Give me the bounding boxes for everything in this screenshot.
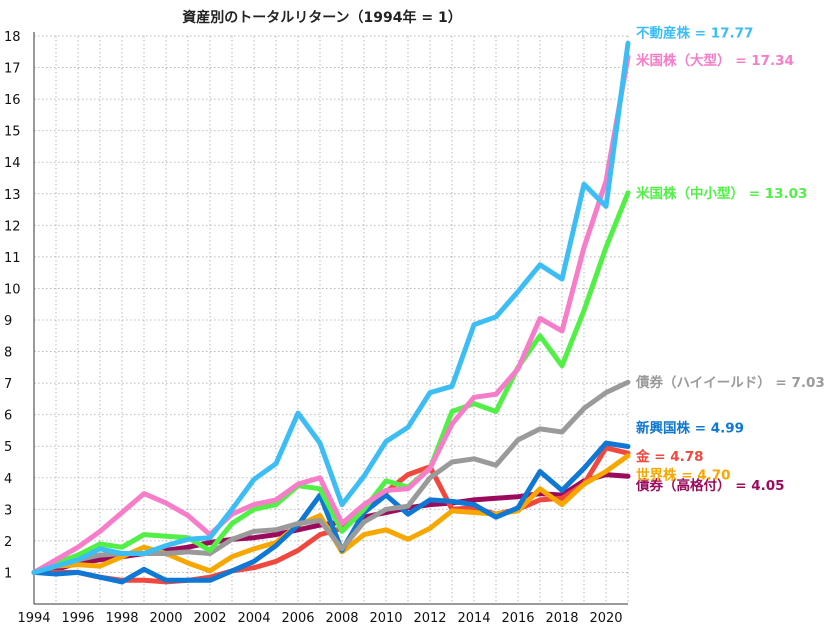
series-end-label: 新興国株 = 4.99	[636, 420, 744, 437]
x-tick-label: 2000	[149, 611, 182, 626]
x-tick-label: 1994	[17, 611, 50, 626]
x-tick-label: 2004	[237, 611, 270, 626]
y-tick-label: 13	[4, 188, 21, 203]
series-end-label: 債券（ハイイールド） = 7.03	[635, 374, 825, 391]
x-tick-label: 2008	[325, 611, 358, 626]
y-tick-label: 1	[4, 566, 12, 581]
series-lines	[31, 40, 631, 585]
y-tick-label: 5	[4, 440, 12, 455]
x-tick-label: 2012	[413, 611, 446, 626]
x-tick-label: 2016	[501, 611, 534, 626]
series-line	[31, 190, 631, 575]
x-tick-label: 2006	[281, 611, 314, 626]
x-tick-label: 1998	[105, 611, 138, 626]
y-tick-label: 3	[4, 503, 12, 518]
y-tick-label: 18	[4, 30, 21, 45]
y-tick-label: 17	[4, 62, 21, 77]
y-tick-label: 9	[4, 314, 12, 329]
y-tick-label: 10	[4, 282, 21, 297]
x-tick-label: 2020	[589, 611, 622, 626]
x-tick-label: 2010	[369, 611, 402, 626]
y-tick-label: 7	[4, 377, 12, 392]
series-end-label: 債券（高格付） = 4.05	[635, 477, 785, 494]
x-tick-label: 2002	[193, 611, 226, 626]
chart-title: 資産別のトータルリターン（1994年 = 1）	[182, 9, 461, 26]
series-end-label: 米国株（大型） = 17.34	[636, 52, 794, 69]
series-end-label: 金 = 4.78	[635, 448, 704, 465]
y-tick-label: 15	[4, 125, 21, 140]
y-tick-label: 4	[4, 472, 12, 487]
series-line	[31, 440, 631, 585]
series-end-label: 世界株 = 4.70	[636, 467, 731, 484]
x-tick-label: 2014	[457, 611, 490, 626]
y-tick-label: 6	[4, 409, 12, 424]
y-tick-label: 16	[4, 93, 21, 108]
end-labels: 債券（高格付） = 4.05 金 = 4.78 世界株 = 4.70 新興国株 = 4…	[635, 24, 825, 494]
series-end-label: 米国株（中小型） = 13.03	[636, 185, 807, 202]
series-line	[31, 40, 631, 575]
series-line	[31, 54, 631, 575]
series-end-label: 不動産株 = 17.77	[636, 24, 753, 41]
y-tick-label: 14	[4, 156, 21, 171]
x-tick-label: 2018	[545, 611, 578, 626]
y-tick-label: 12	[4, 219, 21, 234]
x-tick-label: 1996	[61, 611, 94, 626]
y-tick-label: 2	[4, 535, 12, 550]
y-tick-label: 8	[4, 346, 12, 361]
y-tick-label: 11	[4, 251, 21, 266]
